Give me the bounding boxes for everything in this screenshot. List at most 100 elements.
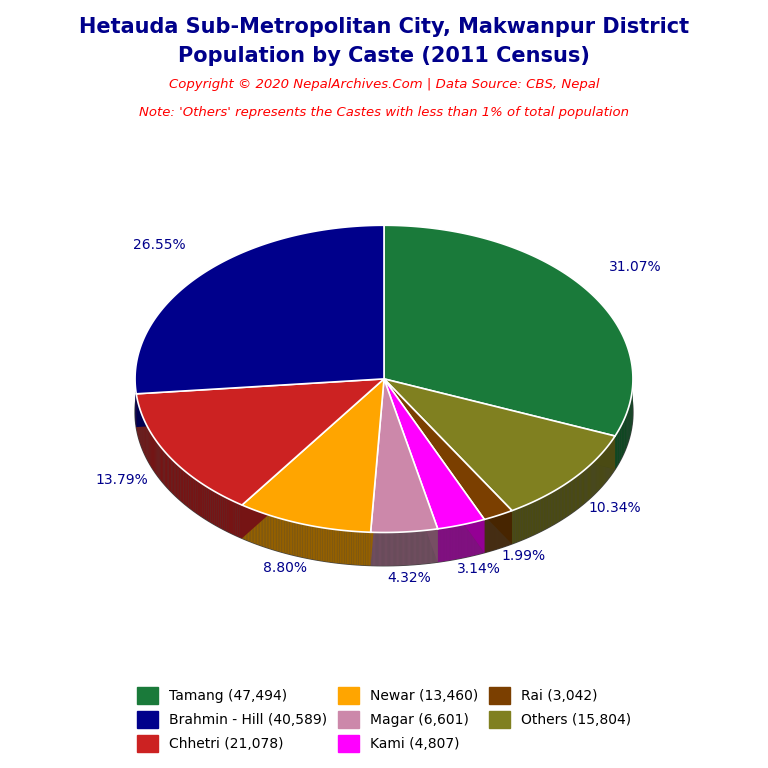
Polygon shape <box>431 530 432 563</box>
Polygon shape <box>250 508 252 542</box>
Polygon shape <box>157 442 158 477</box>
Text: Hetauda Sub-Metropolitan City, Makwanpur District: Hetauda Sub-Metropolitan City, Makwanpur… <box>79 17 689 37</box>
Polygon shape <box>394 532 395 566</box>
Polygon shape <box>601 453 602 488</box>
Polygon shape <box>388 532 389 566</box>
Polygon shape <box>599 455 600 490</box>
Polygon shape <box>327 528 329 562</box>
Polygon shape <box>384 379 438 562</box>
Polygon shape <box>151 433 152 468</box>
Polygon shape <box>418 531 419 564</box>
Polygon shape <box>263 513 264 547</box>
Legend: Tamang (47,494), Brahmin - Hill (40,589), Chhetri (21,078), Newar (13,460), Maga: Tamang (47,494), Brahmin - Hill (40,589)… <box>131 681 637 757</box>
Polygon shape <box>512 510 514 544</box>
Polygon shape <box>526 505 528 538</box>
Polygon shape <box>352 531 353 564</box>
Polygon shape <box>573 478 574 512</box>
Polygon shape <box>626 411 627 448</box>
Polygon shape <box>245 506 247 540</box>
Polygon shape <box>276 518 278 551</box>
Polygon shape <box>627 407 629 444</box>
Polygon shape <box>242 379 384 532</box>
Polygon shape <box>386 532 387 566</box>
Polygon shape <box>545 495 547 529</box>
Polygon shape <box>185 472 187 506</box>
Polygon shape <box>156 441 157 475</box>
Polygon shape <box>311 525 313 559</box>
Polygon shape <box>371 379 384 565</box>
Polygon shape <box>395 532 396 565</box>
Polygon shape <box>407 531 408 565</box>
Polygon shape <box>609 443 611 478</box>
Polygon shape <box>184 470 185 505</box>
Polygon shape <box>583 470 584 505</box>
Polygon shape <box>405 532 406 565</box>
Polygon shape <box>214 492 217 526</box>
Polygon shape <box>588 466 589 500</box>
Polygon shape <box>531 502 532 536</box>
Polygon shape <box>135 259 633 566</box>
Polygon shape <box>415 531 417 564</box>
Polygon shape <box>371 379 384 565</box>
Polygon shape <box>199 482 201 516</box>
Polygon shape <box>355 531 356 564</box>
Polygon shape <box>384 379 485 553</box>
Polygon shape <box>550 492 551 527</box>
Polygon shape <box>257 511 258 545</box>
Polygon shape <box>385 532 386 566</box>
Polygon shape <box>203 484 204 518</box>
Polygon shape <box>149 430 150 465</box>
Polygon shape <box>582 471 583 505</box>
Polygon shape <box>559 488 560 521</box>
Polygon shape <box>323 528 324 561</box>
Polygon shape <box>356 531 359 565</box>
Polygon shape <box>607 445 608 480</box>
Polygon shape <box>598 456 599 491</box>
Polygon shape <box>566 483 568 517</box>
Text: 13.79%: 13.79% <box>96 473 148 487</box>
Polygon shape <box>417 531 418 564</box>
Polygon shape <box>600 454 601 488</box>
Polygon shape <box>296 522 297 556</box>
Polygon shape <box>435 529 436 562</box>
Polygon shape <box>266 514 267 548</box>
Polygon shape <box>514 509 515 543</box>
Polygon shape <box>291 521 293 555</box>
Polygon shape <box>339 530 341 564</box>
Polygon shape <box>404 532 405 565</box>
Polygon shape <box>396 532 397 565</box>
Polygon shape <box>579 473 581 508</box>
Text: 10.34%: 10.34% <box>589 502 641 515</box>
Polygon shape <box>227 498 229 532</box>
Polygon shape <box>419 531 420 564</box>
Polygon shape <box>290 521 291 554</box>
Polygon shape <box>515 508 517 542</box>
Polygon shape <box>606 448 607 482</box>
Polygon shape <box>538 499 539 533</box>
Polygon shape <box>384 379 438 562</box>
Polygon shape <box>192 477 194 511</box>
Polygon shape <box>367 532 369 565</box>
Polygon shape <box>326 528 327 561</box>
Polygon shape <box>384 532 385 566</box>
Polygon shape <box>164 452 166 486</box>
Polygon shape <box>544 496 545 530</box>
Polygon shape <box>177 465 179 499</box>
Text: 1.99%: 1.99% <box>502 549 545 563</box>
Polygon shape <box>589 465 590 499</box>
Polygon shape <box>519 508 521 541</box>
Polygon shape <box>269 515 270 549</box>
Polygon shape <box>402 532 403 565</box>
Polygon shape <box>272 516 273 550</box>
Polygon shape <box>161 447 162 482</box>
Polygon shape <box>384 379 485 553</box>
Polygon shape <box>174 462 176 496</box>
Polygon shape <box>383 532 384 566</box>
Polygon shape <box>604 450 605 484</box>
Polygon shape <box>426 530 427 564</box>
Polygon shape <box>319 527 321 561</box>
Polygon shape <box>237 503 240 538</box>
Polygon shape <box>278 518 280 551</box>
Polygon shape <box>261 512 263 546</box>
Polygon shape <box>427 530 428 564</box>
